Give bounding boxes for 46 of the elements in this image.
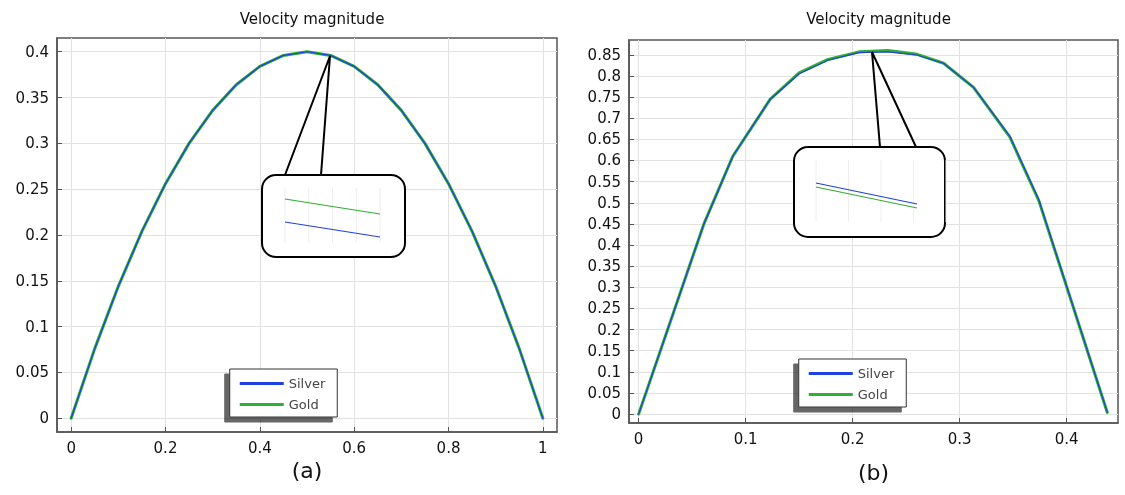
y-tick-label: 0.15 bbox=[15, 271, 49, 290]
x-axis-title: (b) bbox=[857, 459, 890, 485]
y-tick-label: 0.65 bbox=[587, 130, 621, 149]
y-tick-label: 0.45 bbox=[587, 214, 621, 233]
x-tick-label: 0.1 bbox=[733, 429, 758, 448]
y-tick-label: 0.7 bbox=[597, 109, 621, 128]
y-tick-label: 0.3 bbox=[597, 278, 621, 297]
y-tick-label: 0.55 bbox=[587, 172, 621, 191]
x-tick-label: 0.8 bbox=[436, 438, 461, 457]
chart-title: Velocity magnitude bbox=[806, 9, 951, 28]
y-tick-label: 0.1 bbox=[597, 362, 621, 381]
x-tick-label: 0.6 bbox=[342, 438, 367, 457]
y-tick-label: 0.2 bbox=[597, 320, 621, 339]
y-tick-label: 0.05 bbox=[587, 383, 621, 402]
legend-label: Silver bbox=[288, 376, 326, 391]
y-tick-label: 0.6 bbox=[597, 151, 621, 170]
y-tick-label: 0.5 bbox=[597, 193, 621, 212]
x-tick-label: 0.4 bbox=[247, 438, 272, 457]
x-tick-label: 0.2 bbox=[153, 438, 178, 457]
y-tick-label: 0 bbox=[39, 409, 49, 428]
x-tick-label: 0.3 bbox=[947, 429, 972, 448]
legend-label: Gold bbox=[288, 397, 319, 412]
x-tick-label: 1 bbox=[538, 438, 548, 457]
y-tick-label: 0.4 bbox=[597, 236, 621, 255]
y-tick-label: 0.35 bbox=[15, 88, 49, 107]
y-tick-label: 0.25 bbox=[15, 180, 49, 199]
y-tick-label: 0.3 bbox=[25, 134, 49, 153]
legend-label: Silver bbox=[857, 366, 895, 381]
y-tick-label: 0 bbox=[611, 405, 621, 424]
y-tick-label: 0.8 bbox=[597, 66, 621, 85]
y-tick-label: 0.4 bbox=[25, 42, 49, 61]
y-tick-label: 0.15 bbox=[587, 341, 621, 360]
y-tick-label: 0.1 bbox=[25, 317, 49, 336]
x-tick-label: 0.2 bbox=[840, 429, 865, 448]
y-tick-label: 0.75 bbox=[587, 88, 621, 107]
y-tick-label: 0.35 bbox=[587, 257, 621, 276]
y-tick-label: 0.25 bbox=[587, 299, 621, 318]
y-tick-label: 0.85 bbox=[587, 45, 621, 64]
y-tick-label: 0.2 bbox=[25, 226, 49, 244]
chart-title: Velocity magnitude bbox=[239, 9, 385, 28]
x-tick-label: 0 bbox=[633, 429, 644, 448]
x-axis-title: (a) bbox=[291, 458, 323, 484]
x-tick-label: 0 bbox=[66, 438, 76, 457]
y-tick-label: 0.05 bbox=[15, 363, 49, 382]
x-tick-label: 0.4 bbox=[1054, 429, 1079, 448]
legend-label: Gold bbox=[857, 387, 888, 402]
